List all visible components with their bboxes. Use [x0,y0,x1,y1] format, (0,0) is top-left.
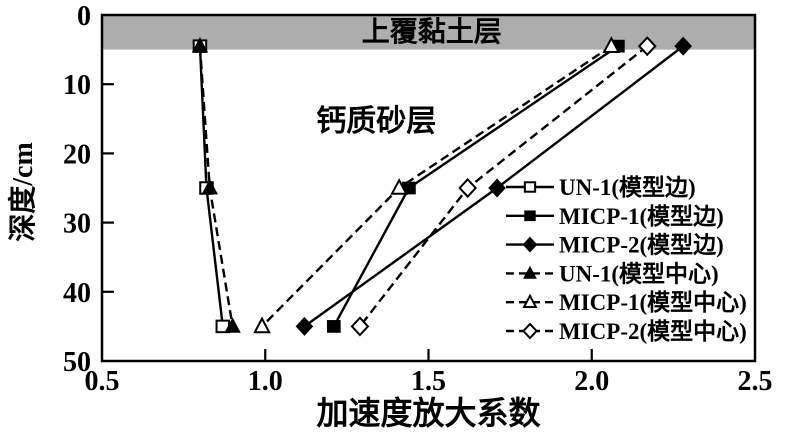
legend-marker-micp1-center [522,293,538,308]
legend-item-un1-edge: UN-1(模型边) [506,175,696,200]
marker-micp2-edge-0 [674,36,692,56]
legend-label-un1-center: UN-1(模型中心) [559,261,719,286]
marker-micp2-center-0 [637,36,657,57]
legend-item-micp2-center: MICP-2(模型中心) [506,319,747,344]
legend-label-micp2-center: MICP-2(模型中心) [559,319,747,344]
legend-label-micp2-edge: MICP-2(模型边) [559,233,724,258]
legend-marker-micp2-center [522,322,538,340]
marker-micp1-center-0 [602,36,621,53]
legend-marker-micp1-edge [524,210,536,222]
marker-micp2-edge-2 [295,316,314,336]
marker-un1-center-2 [224,317,241,333]
marker-micp1-center-2 [253,316,271,334]
clay-layer-label: 上覆黏土层 [362,16,502,48]
x-tick-label-1.0: 1.0 [248,366,283,397]
legend-label-micp1-center: MICP-1(模型中心) [559,290,747,315]
y-tick-label-20: 20 [63,139,91,170]
marker-un1-center-0 [191,37,209,53]
legend-marker-micp2-edge [522,236,538,253]
y-tick-label-40: 40 [63,278,91,309]
y-axis-title: 深度/cm [7,142,39,242]
legend-item-micp1-edge: MICP-1(模型边) [506,204,724,229]
x-tick-label-2.0: 2.0 [574,366,609,397]
plot-border [100,13,757,363]
legend-marker-un1-center [523,265,537,279]
legend-marker-un1-edge [523,181,537,193]
marker-micp2-center-2 [350,316,370,337]
marker-un1-center-1 [201,178,218,195]
y-tick-label-50: 50 [63,347,91,378]
x-tick-label-2.5: 2.5 [738,366,773,397]
legend-label-micp1-edge: MICP-1(模型边) [559,204,724,229]
legend-item-micp2-edge: MICP-2(模型边) [506,233,724,258]
x-tick-label-0.5: 0.5 [85,366,120,397]
x-axis-title: 加速度放大系数 [316,395,541,431]
legend-item-micp1-center: MICP-1(模型中心) [506,290,747,315]
legend-item-un1-center: UN-1(模型中心) [506,261,719,286]
sand-layer-label: 钙质砂层 [316,105,436,138]
marker-micp1-edge-2 [326,320,341,333]
y-tick-label-10: 10 [63,70,91,101]
marker-micp2-center-1 [458,177,478,199]
x-tick-label-1.5: 1.5 [411,366,446,397]
legend-label-un1-edge: UN-1(模型边) [559,175,696,200]
marker-micp2-edge-1 [488,178,506,198]
y-tick-label-30: 30 [63,209,91,240]
marker-micp1-center-1 [390,178,408,195]
y-tick-label-0: 0 [77,1,91,32]
